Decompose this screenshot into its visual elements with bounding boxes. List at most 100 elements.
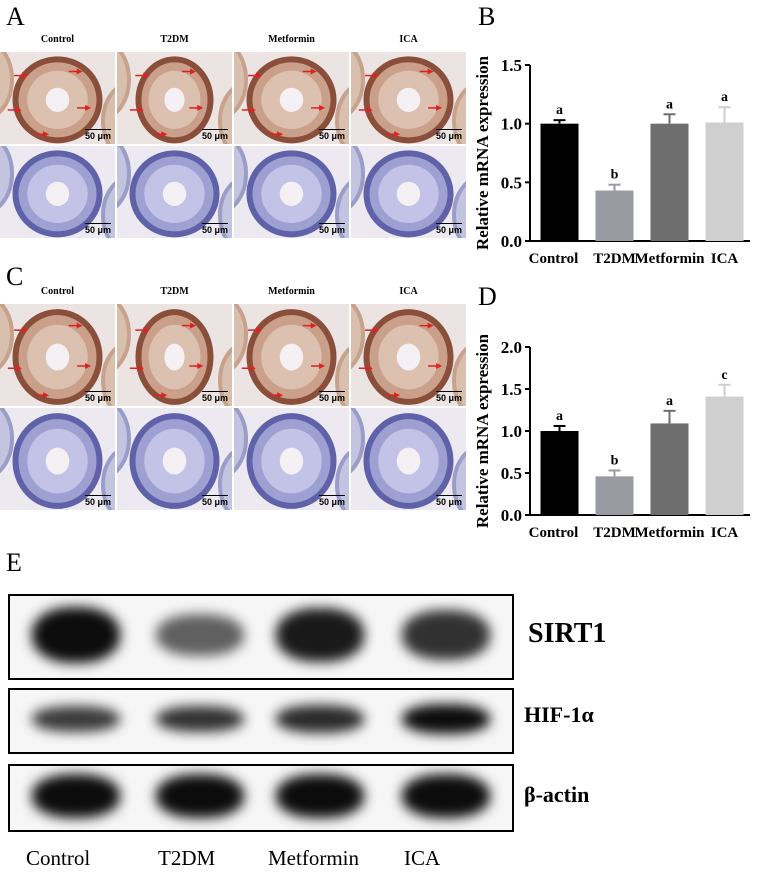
panel-c-header-control: Control <box>40 286 75 297</box>
scale-bar: 50 μm <box>202 129 228 141</box>
x-tick-label: ICA <box>711 525 739 541</box>
band-actin-control <box>32 774 120 818</box>
western-blot: SIRT1 HIF-1α β-actin Control T2DM Metfor… <box>0 590 777 875</box>
scale-bar: 50 μm <box>85 223 111 235</box>
significance-letter: a <box>556 409 563 424</box>
scale-bar-label: 50 μm <box>201 393 228 403</box>
panel-c-tile-ihc-ica: 50 μm <box>351 304 466 406</box>
y-tick-label: 0.0 <box>501 506 522 525</box>
panel-c-tile-control-control: 50 μm <box>0 408 115 510</box>
bar-chart-d: Relative mRNA expression 0.0 0.5 1.0 1.5 2.0 a… <box>470 333 770 545</box>
panel-a-header-control: Control <box>40 34 75 45</box>
y-axis-label: Relative mRNA expression <box>473 335 492 528</box>
scale-bar: 50 μm <box>319 495 345 507</box>
significance-letter: b <box>611 168 619 183</box>
y-tick-label: 1.0 <box>501 115 522 134</box>
band-hif1-t2dm <box>156 705 244 733</box>
bar-control <box>540 431 579 515</box>
panel-c-tile-control-metformin: 50 μm <box>234 408 349 510</box>
band-hif1-ica <box>402 704 490 734</box>
blot-strip-hif1a <box>8 688 514 754</box>
bar-ica <box>705 122 744 241</box>
lane-label-ica: ICA <box>404 846 441 870</box>
panel-label-c: C <box>6 262 24 291</box>
panel-a-tile-control-metformin: 50 μm <box>234 146 349 238</box>
significance-letter: b <box>611 453 619 468</box>
scale-bar: 50 μm <box>436 129 462 141</box>
panel-c-header-t2dm: T2DM <box>160 286 189 297</box>
scale-bar: 50 μm <box>85 129 111 141</box>
scale-bar-label: 50 μm <box>84 225 111 235</box>
significance-letter: a <box>556 103 563 118</box>
blot-strip-beta-actin <box>8 764 514 832</box>
lane-label-metformin: Metformin <box>268 846 359 870</box>
bar-ica <box>705 396 744 515</box>
scale-bar-label: 50 μm <box>201 225 228 235</box>
panel-label-d: D <box>478 282 497 311</box>
protein-label-beta-actin: β-actin <box>524 782 590 807</box>
x-tick-label: T2DM <box>593 251 636 267</box>
band-actin-t2dm <box>156 774 244 818</box>
band-sirt1-metformin <box>276 608 364 662</box>
protein-label-sirt1: SIRT1 <box>528 618 607 649</box>
band-hif1-control <box>32 706 120 732</box>
scale-bar-label: 50 μm <box>84 131 111 141</box>
scale-bar: 50 μm <box>436 223 462 235</box>
panel-a-tile-ihc-control: 50 μm <box>0 52 115 144</box>
panel-a-tile-control-control: 50 μm <box>0 146 115 238</box>
scale-bar-label: 50 μm <box>435 131 462 141</box>
scale-bar-label: 50 μm <box>84 497 111 507</box>
lane-label-control: Control <box>26 846 91 870</box>
panel-c-header-metformin: Metformin <box>268 286 315 297</box>
panel-c-tile-control-ica: 50 μm <box>351 408 466 510</box>
scale-bar-label: 50 μm <box>435 497 462 507</box>
x-tick-label: Metformin <box>635 251 706 267</box>
significance-letter: a <box>666 394 673 409</box>
protein-label-hif1a: HIF-1α <box>524 702 594 727</box>
band-sirt1-ica <box>402 610 490 660</box>
panel-label-a: A <box>6 2 25 31</box>
x-tick-label: Metformin <box>635 525 706 541</box>
scale-bar-label: 50 μm <box>84 393 111 403</box>
scale-bar: 50 μm <box>436 495 462 507</box>
scale-bar: 50 μm <box>202 495 228 507</box>
scale-bar-label: 50 μm <box>435 393 462 403</box>
panel-a-header-t2dm: T2DM <box>160 34 189 45</box>
panel-c-header-ica: ICA <box>399 286 418 297</box>
scale-bar: 50 μm <box>436 391 462 403</box>
significance-letter: c <box>721 368 727 383</box>
y-tick-label: 1.5 <box>501 380 522 399</box>
bar-chart-b: Relative mRNA expression 0.0 0.5 1.0 1.5 a Con… <box>470 55 770 270</box>
panel-c-tile-ihc-metformin: 50 μm <box>234 304 349 406</box>
x-tick-label: Control <box>529 251 579 267</box>
panel-a-tile-ihc-metformin: 50 μm <box>234 52 349 144</box>
band-hif1-metformin <box>276 705 364 733</box>
panel-a-header-metformin: Metformin <box>268 34 315 45</box>
panel-a-tile-control-ica: 50 μm <box>351 146 466 238</box>
bar-t2dm <box>595 476 634 515</box>
panel-a-tile-ihc-t2dm: 50 μm <box>117 52 232 144</box>
scale-bar: 50 μm <box>202 223 228 235</box>
scale-bar-label: 50 μm <box>201 131 228 141</box>
scale-bar-label: 50 μm <box>318 497 345 507</box>
micrograph-grid-c: Control T2DM Metformin ICA 50 μm 50 μm 50 μm 50… <box>0 282 466 510</box>
scale-bar-label: 50 μm <box>435 225 462 235</box>
scale-bar-label: 50 μm <box>318 225 345 235</box>
micrograph-grid-a: Control T2DM Metformin ICA 50 μm 50 μm 50 μm 50… <box>0 30 466 240</box>
x-tick-label: ICA <box>711 251 739 267</box>
x-tick-label: Control <box>529 525 579 541</box>
panel-a-tile-control-t2dm: 50 μm <box>117 146 232 238</box>
panel-c-tile-ihc-control: 50 μm <box>0 304 115 406</box>
bar-metformin <box>650 423 689 515</box>
band-actin-ica <box>402 774 490 818</box>
bar-control <box>540 123 579 241</box>
x-tick-label: T2DM <box>593 525 636 541</box>
panel-a-header-ica: ICA <box>399 34 418 45</box>
lane-label-t2dm: T2DM <box>158 846 216 870</box>
band-sirt1-t2dm <box>156 613 244 657</box>
significance-letter: a <box>721 90 728 105</box>
y-axis-label: Relative mRNA expression <box>473 55 492 250</box>
panel-label-b: B <box>478 2 496 31</box>
band-sirt1-control <box>32 607 120 663</box>
scale-bar: 50 μm <box>319 129 345 141</box>
